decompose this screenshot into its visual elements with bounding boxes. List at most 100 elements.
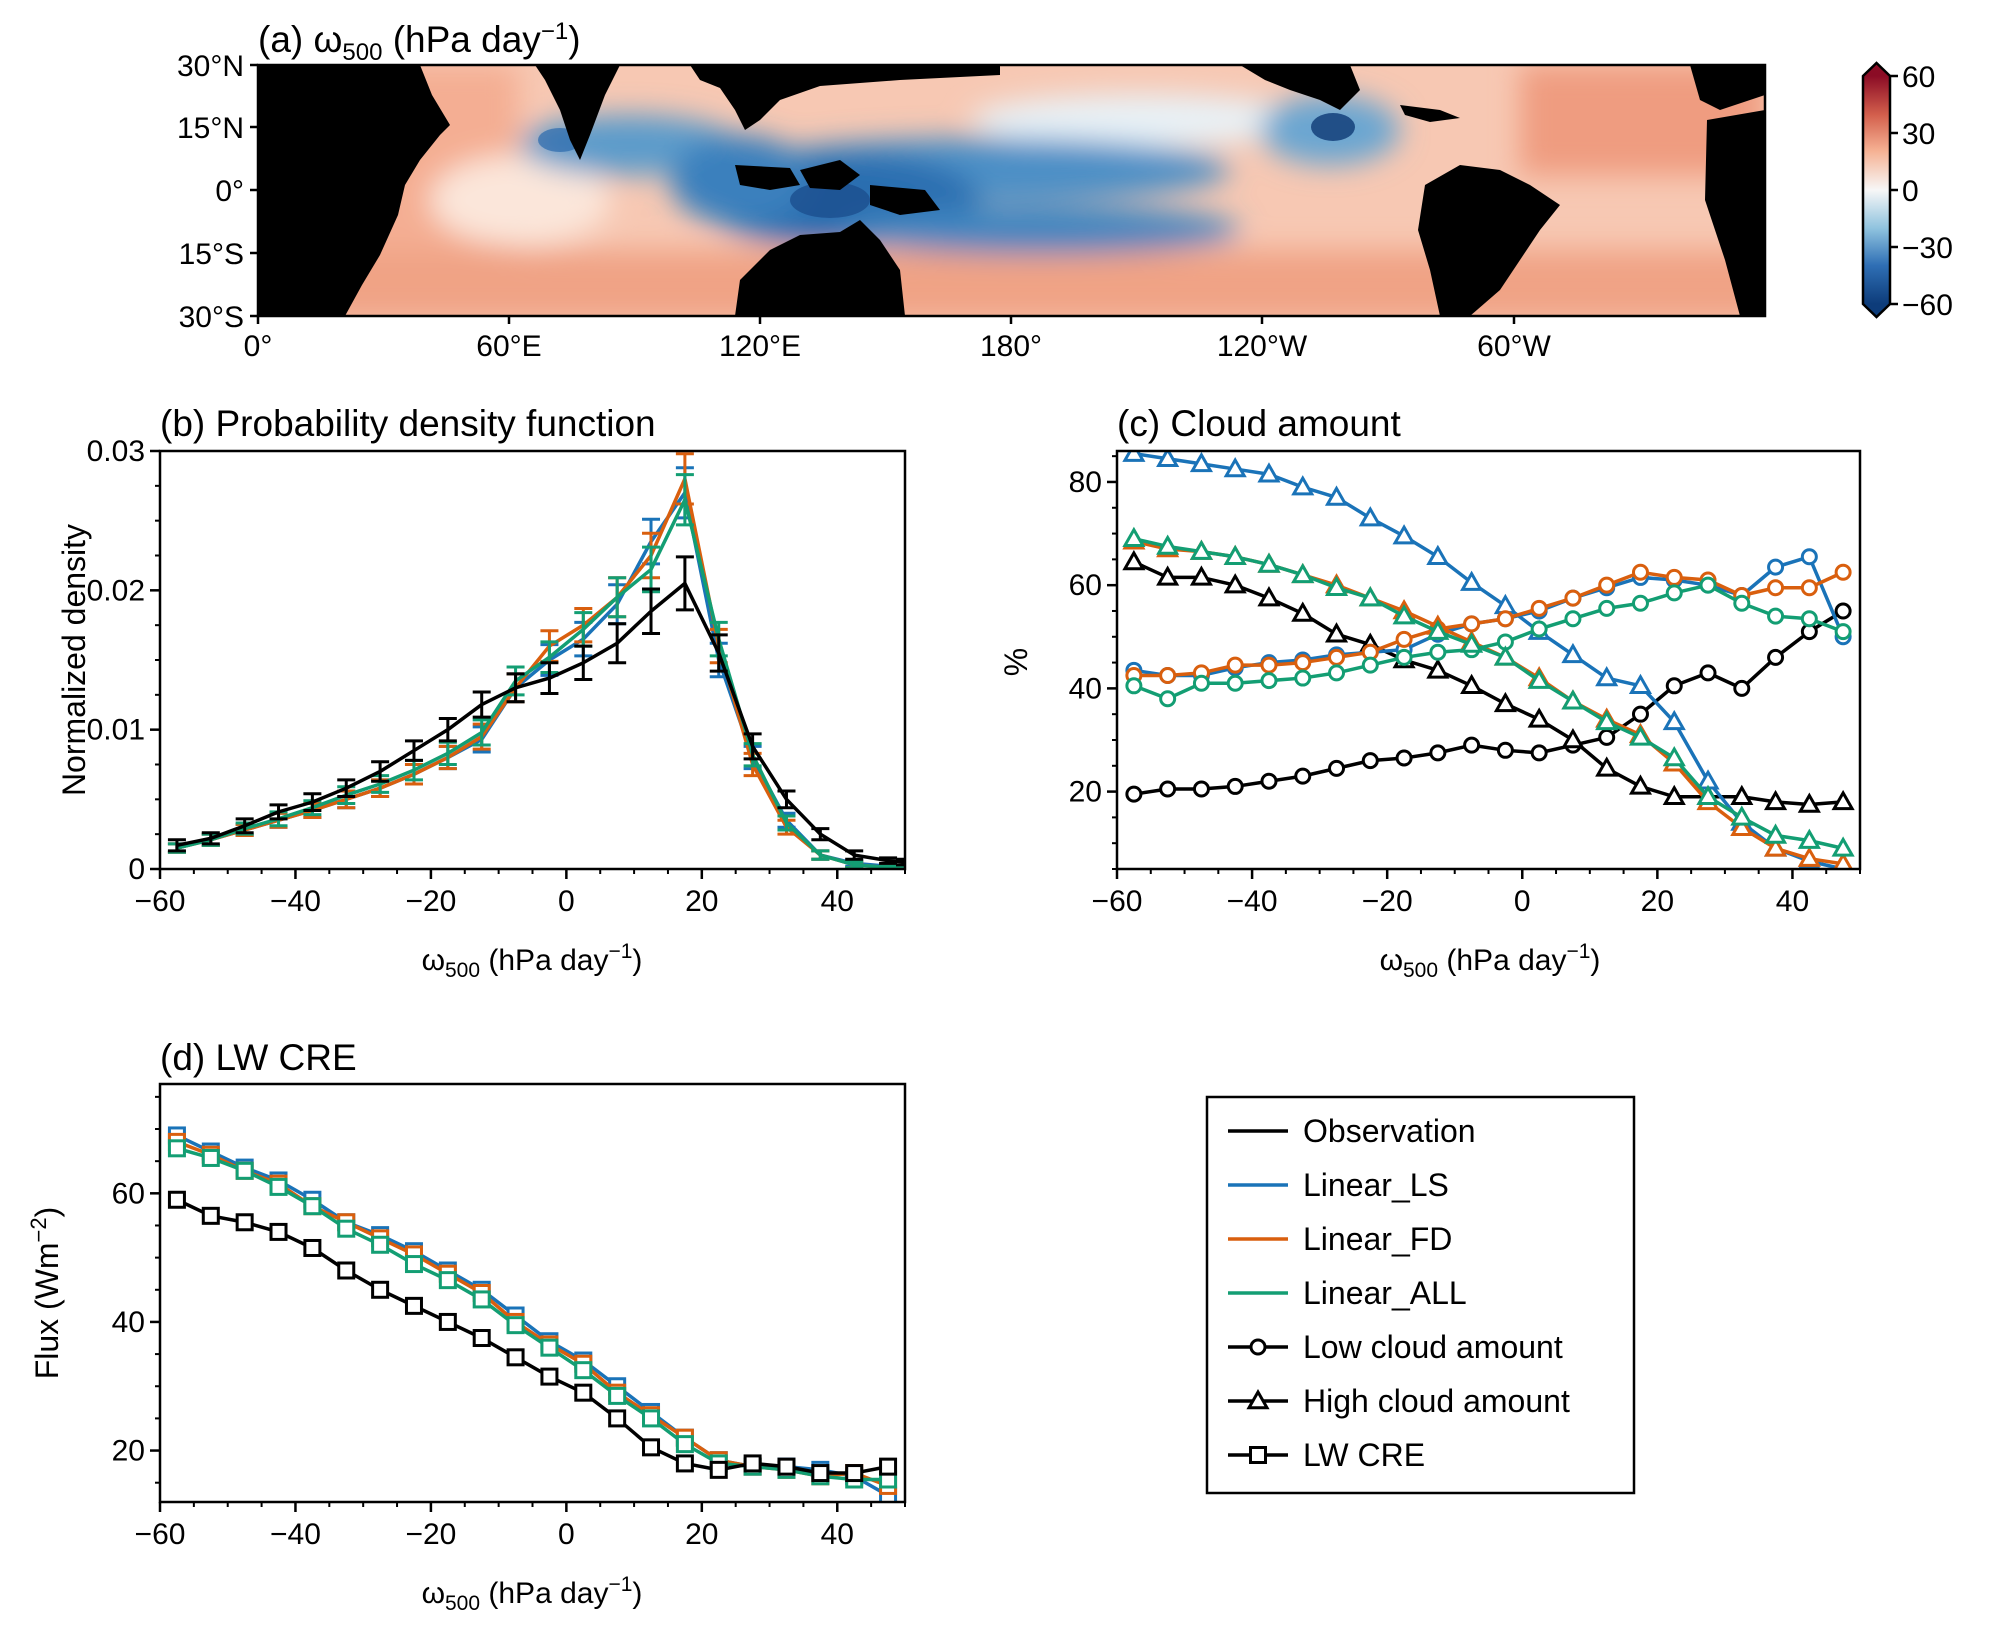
data-point-square — [269, 1177, 288, 1196]
data-point-triangle — [1662, 746, 1686, 767]
data-point-triangle — [1561, 642, 1585, 664]
data-point-circle — [1834, 563, 1852, 581]
south-america-landmass — [1418, 165, 1560, 316]
y-tick-label: 40 — [112, 1306, 145, 1339]
data-point-triangle — [1527, 668, 1551, 689]
lon-tick-label: 120°W — [1217, 330, 1308, 363]
north-america-landmass — [1240, 65, 1360, 110]
data-point-circle — [1564, 610, 1582, 628]
data-point-circle — [1496, 741, 1514, 759]
data-point-square — [675, 1435, 694, 1454]
x-tick-label: 20 — [685, 885, 718, 918]
data-point-square — [337, 1261, 356, 1280]
panel-d-xlabel: ω500 (hPa day−1) — [422, 1573, 643, 1615]
data-point-triangle — [1831, 789, 1855, 811]
data-point-triangle — [1662, 784, 1686, 806]
data-point-circle — [1125, 785, 1143, 803]
data-point-square — [574, 1361, 593, 1380]
legend-label: Linear_FD — [1303, 1221, 1452, 1257]
data-point-triangle — [1628, 725, 1653, 746]
x-tick-label: 20 — [1641, 885, 1674, 918]
lat-tick-label: 15°N — [177, 112, 244, 145]
y-tick-label: 60 — [112, 1177, 145, 1210]
data-point-circle — [1530, 744, 1548, 762]
line-observation-low-cloud-amount — [1133, 609, 1845, 796]
data-point-circle — [1834, 602, 1852, 620]
data-point-square — [540, 1367, 559, 1386]
lon-tick-label: 180° — [980, 330, 1042, 363]
data-point-triangle — [1156, 534, 1180, 555]
data-point-circle — [1328, 664, 1346, 682]
data-point-square — [167, 1190, 186, 1209]
data-point-triangle — [1561, 727, 1585, 749]
panel-c-xlabel: ω500 (hPa day−1) — [1380, 940, 1601, 982]
legend-marker-circle — [1249, 1338, 1267, 1356]
data-point-triangle — [1493, 645, 1517, 666]
data-point-circle — [1294, 669, 1312, 687]
x-tick-label: −60 — [135, 1518, 186, 1551]
data-point-circle — [1395, 648, 1413, 666]
data-point-circle — [1361, 656, 1379, 674]
data-point-circle — [1159, 780, 1177, 798]
data-point-triangle — [1324, 485, 1349, 506]
data-point-square — [777, 1457, 796, 1476]
panel-b-title: (b) Probability density function — [160, 403, 656, 444]
data-point-circle — [1496, 610, 1514, 628]
x-tick-label: 0 — [558, 885, 575, 918]
data-point-circle — [1192, 674, 1210, 692]
data-point-circle — [1294, 654, 1312, 672]
data-point-square — [472, 1290, 491, 1309]
x-tick-label: −20 — [405, 1518, 456, 1551]
data-point-circle — [1429, 643, 1447, 661]
data-point-triangle — [1156, 565, 1180, 586]
x-tick-label: −40 — [1227, 885, 1278, 918]
y-tick-label: 20 — [1069, 776, 1102, 809]
data-point-circle — [1395, 630, 1413, 648]
data-point-triangle — [1223, 544, 1247, 566]
data-point-triangle — [1291, 475, 1315, 496]
data-point-triangle — [1122, 451, 1146, 462]
lat-tick-label: 30°N — [177, 50, 244, 83]
new-guinea-landmass — [870, 185, 940, 215]
colorbar-tick-label: 30 — [1902, 118, 1935, 151]
x-tick-label: 20 — [685, 1518, 718, 1551]
data-point-triangle — [1122, 526, 1146, 547]
data-point-triangle — [1763, 823, 1788, 844]
data-point-circle — [1260, 772, 1278, 790]
lat-tick-label: 15°S — [179, 238, 244, 271]
data-point-circle — [1463, 736, 1481, 754]
data-point-triangle — [1257, 586, 1281, 607]
data-point-triangle — [1324, 575, 1349, 597]
data-point-triangle — [1797, 828, 1821, 849]
data-point-square — [608, 1409, 627, 1428]
panel-b-plot-area — [167, 452, 905, 869]
data-point-circle — [1395, 749, 1413, 767]
data-point-circle — [1159, 666, 1177, 684]
data-point-square — [540, 1338, 559, 1357]
data-point-circle — [1226, 656, 1244, 674]
data-point-circle — [1631, 563, 1649, 581]
data-point-circle — [1631, 705, 1649, 723]
panel-a: (a) ω500 (hPa day−1) — [177, 18, 1953, 363]
data-point-circle — [1699, 576, 1717, 594]
y-tick-label: 0 — [128, 853, 145, 886]
africa-landmass — [258, 65, 450, 316]
y-tick-label: 0.01 — [87, 714, 145, 747]
legend-items — [1228, 1129, 1288, 1464]
data-point-triangle — [1189, 539, 1214, 560]
data-point-circle — [1260, 672, 1278, 690]
data-point-circle — [1800, 610, 1818, 628]
data-point-square — [506, 1348, 525, 1367]
legend-label: Linear_ALL — [1303, 1275, 1467, 1311]
australia-landmass — [735, 220, 905, 316]
panel-a-title: (a) ω500 (hPa day−1) — [258, 18, 581, 66]
panel-c-title: (c) Cloud amount — [1117, 403, 1402, 444]
panel-b-xlabel: ω500 (hPa day−1) — [422, 940, 643, 982]
x-tick-label: −40 — [270, 885, 321, 918]
data-point-circle — [1800, 548, 1818, 566]
data-point-circle — [1564, 589, 1582, 607]
data-point-square — [201, 1148, 220, 1167]
data-point-triangle — [1460, 632, 1484, 653]
line-linear-ls-high-cloud-amount — [1133, 451, 1844, 869]
x-tick-label: −40 — [270, 1518, 321, 1551]
